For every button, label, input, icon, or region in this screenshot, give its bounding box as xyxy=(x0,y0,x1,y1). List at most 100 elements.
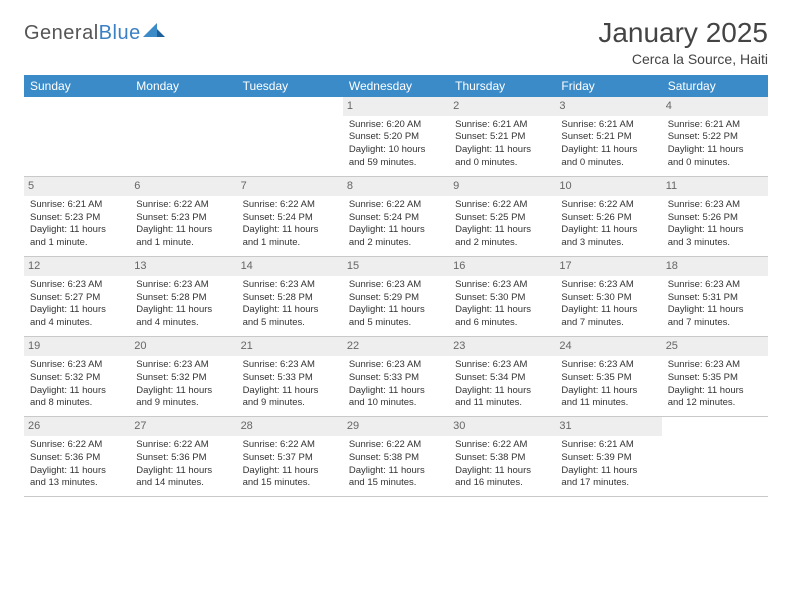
sunset-line: Sunset: 5:33 PM xyxy=(243,372,337,385)
daylight-line: Daylight: 11 hours and 9 minutes. xyxy=(136,385,230,411)
calendar-cell: . xyxy=(237,97,343,177)
day-number: 8 xyxy=(343,177,449,196)
sunrise-line: Sunrise: 6:23 AM xyxy=(243,359,337,372)
month-title: January 2025 xyxy=(598,18,768,49)
sunrise-line: Sunrise: 6:23 AM xyxy=(455,359,549,372)
sunrise-line: Sunrise: 6:23 AM xyxy=(668,199,762,212)
calendar-cell: 30Sunrise: 6:22 AMSunset: 5:38 PMDayligh… xyxy=(449,417,555,497)
calendar-row: ...1Sunrise: 6:20 AMSunset: 5:20 PMDayli… xyxy=(24,97,768,177)
sunrise-line: Sunrise: 6:23 AM xyxy=(30,279,124,292)
location: Cerca la Source, Haiti xyxy=(598,51,768,67)
day-number: 4 xyxy=(662,97,768,116)
daylight-line: Daylight: 11 hours and 7 minutes. xyxy=(668,304,762,330)
daylight-line: Daylight: 11 hours and 15 minutes. xyxy=(349,465,443,491)
sunrise-line: Sunrise: 6:23 AM xyxy=(455,279,549,292)
calendar-cell: 11 Sunrise: 6:23 AMSunset: 5:26 PMDayligh… xyxy=(662,176,768,256)
sunrise-line: Sunrise: 6:21 AM xyxy=(561,119,655,132)
day-detail: Sunrise: 6:21 AMSunset: 5:22 PMDaylight:… xyxy=(668,119,762,170)
day-detail: Sunrise: 6:22 AMSunset: 5:23 PMDaylight:… xyxy=(136,199,230,250)
weekday-header: Wednesday xyxy=(343,75,449,97)
day-detail: Sunrise: 6:22 AMSunset: 5:38 PMDaylight:… xyxy=(455,439,549,490)
day-number: 23 xyxy=(449,337,555,356)
calendar-cell: 22Sunrise: 6:23 AMSunset: 5:33 PMDayligh… xyxy=(343,337,449,417)
day-detail: Sunrise: 6:21 AMSunset: 5:21 PMDaylight:… xyxy=(561,119,655,170)
sunrise-line: Sunrise: 6:21 AM xyxy=(668,119,762,132)
sunrise-line: Sunrise: 6:23 AM xyxy=(349,279,443,292)
calendar-cell: 2Sunrise: 6:21 AMSunset: 5:21 PMDaylight… xyxy=(449,97,555,177)
daylight-line: Daylight: 11 hours and 12 minutes. xyxy=(668,385,762,411)
day-detail: Sunrise: 6:23 AMSunset: 5:26 PMDaylight:… xyxy=(668,199,762,250)
day-detail: Sunrise: 6:22 AMSunset: 5:37 PMDaylight:… xyxy=(243,439,337,490)
daylight-line: Daylight: 11 hours and 0 minutes. xyxy=(561,144,655,170)
sunset-line: Sunset: 5:26 PM xyxy=(668,212,762,225)
calendar-cell: 8 Sunrise: 6:22 AMSunset: 5:24 PMDaylight… xyxy=(343,176,449,256)
daylight-line: Daylight: 11 hours and 3 minutes. xyxy=(561,224,655,250)
daylight-line: Daylight: 11 hours and 7 minutes. xyxy=(561,304,655,330)
calendar-cell: 15Sunrise: 6:23 AMSunset: 5:29 PMDayligh… xyxy=(343,256,449,336)
day-number: 29 xyxy=(343,417,449,436)
day-number: 13 xyxy=(130,257,236,276)
sunset-line: Sunset: 5:25 PM xyxy=(455,212,549,225)
calendar-cell: 26Sunrise: 6:22 AMSunset: 5:36 PMDayligh… xyxy=(24,417,130,497)
day-number: 21 xyxy=(237,337,343,356)
day-number: 19 xyxy=(24,337,130,356)
weekday-header: Sunday xyxy=(24,75,130,97)
daylight-line: Daylight: 11 hours and 3 minutes. xyxy=(668,224,762,250)
sunrise-line: Sunrise: 6:22 AM xyxy=(455,199,549,212)
calendar-cell: 25Sunrise: 6:23 AMSunset: 5:35 PMDayligh… xyxy=(662,337,768,417)
logo-mark-icon xyxy=(143,23,165,44)
daylight-line: Daylight: 11 hours and 2 minutes. xyxy=(349,224,443,250)
sunset-line: Sunset: 5:20 PM xyxy=(349,131,443,144)
day-number: 11 xyxy=(662,177,768,196)
daylight-line: Daylight: 11 hours and 4 minutes. xyxy=(136,304,230,330)
daylight-line: Daylight: 11 hours and 5 minutes. xyxy=(349,304,443,330)
sunset-line: Sunset: 5:32 PM xyxy=(30,372,124,385)
weekday-header: Saturday xyxy=(662,75,768,97)
daylight-line: Daylight: 11 hours and 16 minutes. xyxy=(455,465,549,491)
daylight-line: Daylight: 11 hours and 1 minute. xyxy=(30,224,124,250)
sunrise-line: Sunrise: 6:22 AM xyxy=(243,199,337,212)
sunset-line: Sunset: 5:38 PM xyxy=(349,452,443,465)
calendar-cell: . xyxy=(24,97,130,177)
sunset-line: Sunset: 5:24 PM xyxy=(349,212,443,225)
daylight-line: Daylight: 11 hours and 17 minutes. xyxy=(561,465,655,491)
calendar-cell: 17Sunrise: 6:23 AMSunset: 5:30 PMDayligh… xyxy=(555,256,661,336)
sunset-line: Sunset: 5:23 PM xyxy=(136,212,230,225)
sunset-line: Sunset: 5:22 PM xyxy=(668,131,762,144)
sunrise-line: Sunrise: 6:23 AM xyxy=(668,279,762,292)
calendar-row: 19 Sunrise: 6:23 AM Sunset: 5:32 PM Dayligh… xyxy=(24,337,768,417)
sunset-line: Sunset: 5:39 PM xyxy=(561,452,655,465)
sunrise-line: Sunrise: 6:22 AM xyxy=(136,199,230,212)
sunrise-line: Sunrise: 6:22 AM xyxy=(349,199,443,212)
daylight-line: Daylight: 11 hours and 0 minutes. xyxy=(455,144,549,170)
sunrise-line: Sunrise: 6:22 AM xyxy=(561,199,655,212)
day-detail: Sunrise: 6:23 AMSunset: 5:33 PMDaylight:… xyxy=(243,359,337,410)
day-number: 2 xyxy=(449,97,555,116)
sunrise-line: Sunrise: 6:22 AM xyxy=(243,439,337,452)
sunrise-line: Sunrise: 6:20 AM xyxy=(349,119,443,132)
header: GeneralBlue January 2025 Cerca la Source… xyxy=(24,18,768,67)
calendar-cell: 24Sunrise: 6:23 AMSunset: 5:35 PMDayligh… xyxy=(555,337,661,417)
sunset-line: Sunset: 5:28 PM xyxy=(136,292,230,305)
sunset-line: Sunset: 5:34 PM xyxy=(455,372,549,385)
day-detail: Sunrise: 6:23 AMSunset: 5:28 PMDaylight:… xyxy=(136,279,230,330)
day-detail: Sunrise: 6:23 AMSunset: 5:27 PMDaylight:… xyxy=(30,279,124,330)
calendar-cell: 16Sunrise: 6:23 AMSunset: 5:30 PMDayligh… xyxy=(449,256,555,336)
day-number: 26 xyxy=(24,417,130,436)
calendar-cell: 23Sunrise: 6:23 AMSunset: 5:34 PMDayligh… xyxy=(449,337,555,417)
calendar-cell: . xyxy=(130,97,236,177)
sunset-line: Sunset: 5:36 PM xyxy=(30,452,124,465)
day-detail: Sunrise: 6:23 AMSunset: 5:33 PMDaylight:… xyxy=(349,359,443,410)
calendar-cell: 13 Sunrise: 6:23 AMSunset: 5:28 PMDayligh… xyxy=(130,256,236,336)
sunset-line: Sunset: 5:29 PM xyxy=(349,292,443,305)
day-number: 31 xyxy=(555,417,661,436)
calendar-cell: 31Sunrise: 6:21 AMSunset: 5:39 PMDayligh… xyxy=(555,417,661,497)
day-number: 16 xyxy=(449,257,555,276)
daylight-line: Daylight: 11 hours and 6 minutes. xyxy=(455,304,549,330)
day-number: 28 xyxy=(237,417,343,436)
sunset-line: Sunset: 5:36 PM xyxy=(136,452,230,465)
day-number: 10 xyxy=(555,177,661,196)
daylight-line: Daylight: 11 hours and 2 minutes. xyxy=(455,224,549,250)
day-number: 9 xyxy=(449,177,555,196)
sunset-line: Sunset: 5:38 PM xyxy=(455,452,549,465)
